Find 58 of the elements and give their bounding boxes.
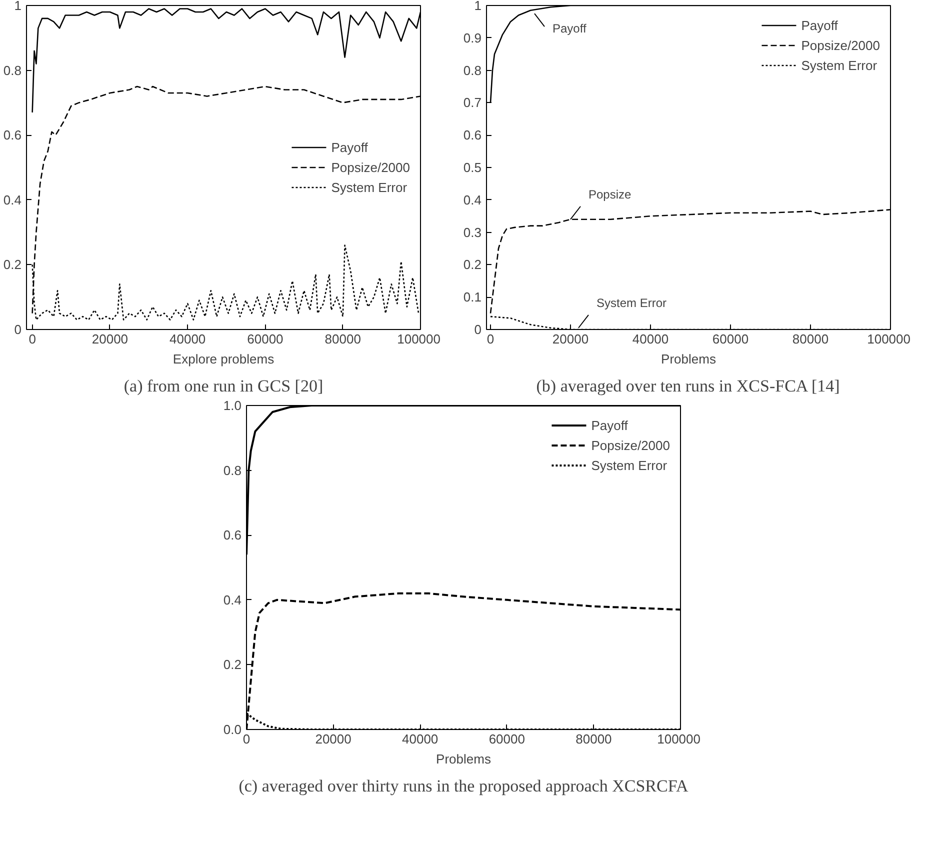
x-tick-label: 80000 <box>792 332 829 346</box>
x-tick-label: 100000 <box>657 732 701 746</box>
x-tick-label: 100000 <box>867 332 911 346</box>
legend-label: Payoff <box>331 140 368 154</box>
y-tick-label: 0.2 <box>463 257 482 272</box>
x-axis-title: Problems <box>436 752 492 766</box>
x-axis-title: Problems <box>661 352 716 366</box>
legend-label: Popsize/2000 <box>801 38 880 52</box>
x-tick-label: 80000 <box>576 732 612 746</box>
x-tick-label: 20000 <box>315 732 352 746</box>
legend-label: Popsize/2000 <box>591 438 670 452</box>
legend-label: System Error <box>591 458 668 472</box>
legend-label: System Error <box>801 58 878 72</box>
legend-label: Payoff <box>801 18 838 32</box>
x-tick-label: 0 <box>28 332 36 346</box>
y-tick-label: 0 <box>14 322 22 337</box>
x-tick-label: 0 <box>486 332 494 346</box>
y-tick-label: 0.4 <box>223 592 242 608</box>
y-tick-label: 1.0 <box>223 398 242 413</box>
y-tick-label: 0.4 <box>3 192 22 208</box>
x-tick-label: 60000 <box>488 732 525 746</box>
x-tick-label: 60000 <box>712 332 749 346</box>
x-tick-label: 60000 <box>247 332 284 346</box>
y-tick-label: 0.6 <box>463 128 482 143</box>
legend-label: Popsize/2000 <box>331 160 410 174</box>
y-tick-label: 0.8 <box>463 62 482 78</box>
annotation: Popsize <box>588 187 632 202</box>
x-tick-label: 20000 <box>92 332 128 346</box>
annotation: Payoff <box>552 22 587 36</box>
text: (b) averaged over ten runs in XCS-FCA [14] <box>536 376 840 396</box>
y-tick-label: 0 <box>474 322 482 337</box>
y-tick-label: 0.1 <box>463 290 482 305</box>
y-tick-label: 0.8 <box>3 62 22 78</box>
y-tick-label: 0.4 <box>463 192 482 208</box>
y-tick-label: 0.7 <box>463 95 482 110</box>
y-tick-label: 0.5 <box>463 160 482 175</box>
y-tick-label: 0.2 <box>3 257 22 272</box>
x-axis-title: Explore problems <box>172 352 275 366</box>
x-tick-label: 40000 <box>632 332 669 346</box>
legend-label: System Error <box>331 180 408 194</box>
y-tick-label: 0.3 <box>463 224 482 240</box>
y-tick-label: 0.0 <box>223 722 242 737</box>
x-tick-label: 40000 <box>402 732 438 746</box>
y-tick-label: 1 <box>14 0 22 13</box>
y-tick-label: 0.6 <box>223 528 242 543</box>
y-tick-label: 0.2 <box>223 657 242 672</box>
y-tick-label: 0.6 <box>3 128 22 143</box>
x-tick-label: 20000 <box>552 332 589 346</box>
x-tick-label: 80000 <box>324 332 361 346</box>
text: (a) from one run in GCS [20] <box>124 376 324 396</box>
y-tick-label: 0.8 <box>223 462 242 478</box>
x-tick-label: 100000 <box>397 332 441 346</box>
annotation: System Error <box>596 296 667 310</box>
y-tick-label: 0.9 <box>463 30 482 46</box>
y-tick-label: 1 <box>474 0 482 13</box>
x-tick-label: 40000 <box>170 332 206 346</box>
legend-label: Payoff <box>591 418 628 432</box>
text: (c) averaged over thirty runs in the proposed approach XCSRCFA <box>238 776 690 796</box>
